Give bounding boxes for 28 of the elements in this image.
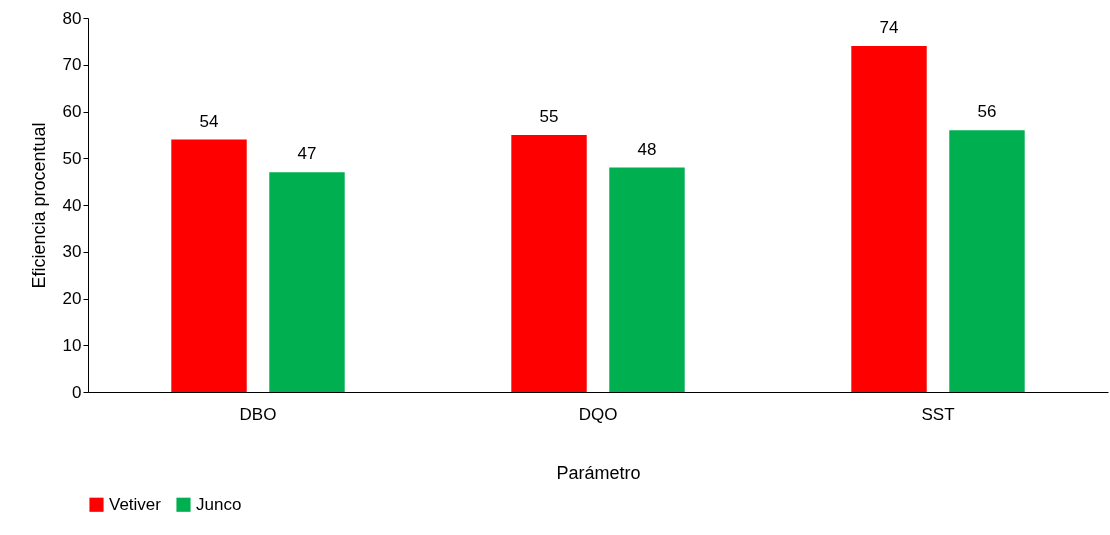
data-label: 54 (199, 111, 219, 131)
data-label: 74 (879, 18, 899, 38)
bar (171, 139, 247, 392)
y-tick-label: 20 (62, 289, 82, 308)
data-label: 55 (539, 106, 559, 126)
bar (851, 46, 927, 392)
x-tick-label: SST (921, 404, 955, 424)
x-axis-title: Parámetro (556, 462, 641, 483)
x-tick-label: DQO (578, 404, 618, 424)
y-axis-title: Eficiencia procentual (28, 122, 49, 289)
y-tick-label: 70 (62, 55, 82, 75)
data-label: 47 (297, 144, 317, 164)
bar (949, 130, 1025, 392)
legend-label: Junco (196, 494, 242, 514)
y-tick-label: 40 (62, 195, 82, 215)
y-tick-label: 80 (62, 8, 82, 28)
data-label: 56 (977, 102, 997, 122)
bar (511, 134, 587, 392)
y-tick-label: 0 (72, 382, 82, 402)
bar (609, 167, 685, 392)
y-tick-label: 60 (62, 102, 82, 121)
y-tick-label: 30 (62, 242, 82, 262)
data-label: 48 (637, 139, 657, 159)
y-tick-label: 10 (62, 335, 82, 355)
y-tick-label: 50 (62, 148, 82, 168)
x-tick-label: DBO (239, 404, 277, 424)
legend-label: Vetiver (109, 494, 162, 514)
bar (269, 172, 345, 392)
